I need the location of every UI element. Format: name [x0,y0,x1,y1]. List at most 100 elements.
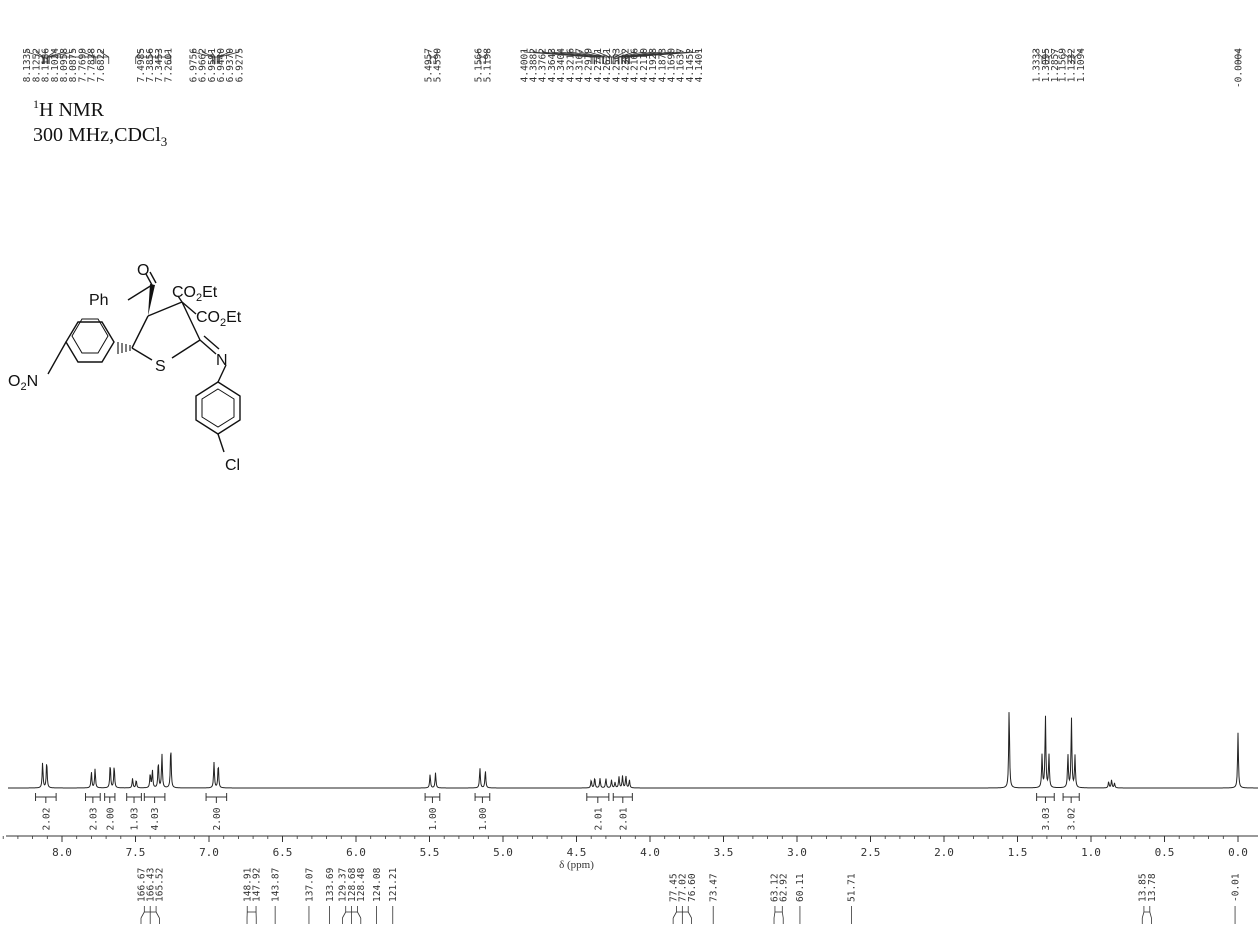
nitrophenyl-inner [71,318,109,354]
peak-connector [618,51,635,58]
integral-value: 3.02 [1067,808,1078,831]
peak-label: 8.1024 [50,48,61,83]
bond-aryl-no2 [47,341,67,375]
peak-connector [90,51,95,58]
peak-label: 5.4957 [424,48,435,82]
peak-connector [773,911,776,919]
peak-connector [622,51,663,58]
peak-label: 1.1569 [1058,48,1069,83]
peak-label: 4.2166 [630,48,641,83]
peak-label: 7.7828 [87,48,98,83]
bond-n-aryl [217,364,227,383]
bond-carbonyl-ph [127,284,153,301]
peak-connector [357,911,362,919]
peak-label: 128.68 [347,867,358,902]
peak-label: 8.1186 [41,48,52,83]
peak-label: 1.2857 [1050,48,1061,82]
peak-label: 13.85 [1138,873,1149,902]
peak-label: 4.1452 [685,48,696,82]
integral-value: 2.03 [88,808,99,831]
ring-bond-c5-c4 [131,315,149,349]
integral-value: 1.00 [428,807,439,830]
peak-label: 4.3404 [556,48,567,83]
peak-label: 7.2601 [163,48,174,83]
peak-label: 5.1198 [483,48,494,83]
label-nitro: O2N [8,373,38,393]
peak-label: 13.78 [1147,873,1158,902]
peak-label: 51.71 [847,873,858,902]
nmr-conditions-label: 300 MHz,CDCl3 [33,124,167,149]
x-tick-label: 5.5 [420,846,440,859]
integral-value: 3.03 [1041,808,1052,831]
peak-connector [1036,51,1043,58]
label-thio-s: S [155,358,166,375]
x-tick-label: 2.0 [934,846,954,859]
peak-connector [135,51,141,58]
peak-label: 76.60 [687,873,698,902]
bond-aryl-cl [217,433,225,453]
ring-bond-c3-c2 [181,301,201,341]
peak-connector [618,51,644,58]
peak-label: 147.92 [252,868,263,902]
peak-label: 6.9440 [216,48,227,83]
peak-connector [49,51,74,58]
peak-connector [342,911,347,919]
peak-label: -0.0004 [1233,48,1244,88]
integral-value: 2.00 [212,807,223,830]
peak-label: 165.52 [155,868,166,902]
integral-value: 2.00 [105,807,116,830]
peak-label: 8.1335 [22,48,33,82]
x-tick-label: 7.5 [126,846,146,859]
peak-label: 4.1928 [648,48,659,83]
peak-connector [781,911,784,919]
bond-co-1 [145,273,153,286]
peak-label: 4.2110 [639,48,650,83]
molecule-structure [47,271,241,453]
ring-bond-c2-s [171,339,201,359]
peak-label: 7.7699 [77,48,88,83]
peak-label: 4.1873 [657,48,668,82]
integral-value: 1.03 [130,808,141,831]
peak-label: 4.2621 [602,48,613,83]
peak-label: 128.48 [356,867,367,902]
integral-value: 1.00 [478,807,489,830]
peak-label: 4.2979 [584,48,595,83]
peak-connector [44,51,46,58]
peak-label: 133.69 [325,867,336,902]
peak-connector [612,51,617,58]
peak-label: 7.3856 [145,48,156,83]
nmr-nucleus-label: 1H NMR [33,97,105,121]
peak-label: 8.1252 [31,48,42,82]
peak-label: 8.0958 [59,48,70,83]
peak-label: 148.91 [242,867,253,902]
peak-label: 124.08 [372,867,383,902]
peak-connector [167,51,172,58]
nitrophenyl-ring [65,321,115,363]
peak-label: 1.3095 [1041,48,1052,82]
chlorophenyl-inner [201,388,235,428]
spectrum-trace [8,712,1258,789]
integral-value: 4.03 [150,808,161,831]
peak-connector [211,51,216,58]
bond-imine-2 [203,335,220,350]
peak-label: 1.3333 [1032,48,1043,82]
hash-bond-nitrophenyl [117,342,131,354]
peak-label: 62.92 [779,873,790,902]
peak-connector [485,51,488,58]
peak-connector [1048,51,1055,58]
spectrum-line [8,712,1258,789]
bond-co-2 [149,271,157,284]
peak-connector [435,51,438,58]
peak-label: 7.6822 [96,48,107,82]
x-tick-label: 3.5 [714,846,734,859]
peak-label: 8.0875 [68,48,79,82]
x-tick-label: 6.0 [346,846,366,859]
peak-connector [614,51,626,58]
peak-label: 6.9370 [225,48,236,83]
peak-connector [569,51,603,58]
peak-label: 4.1401 [694,48,705,83]
peak-label: 4.1637 [676,48,687,82]
peak-connector [46,51,55,58]
peak-label: 7.3453 [154,48,165,82]
